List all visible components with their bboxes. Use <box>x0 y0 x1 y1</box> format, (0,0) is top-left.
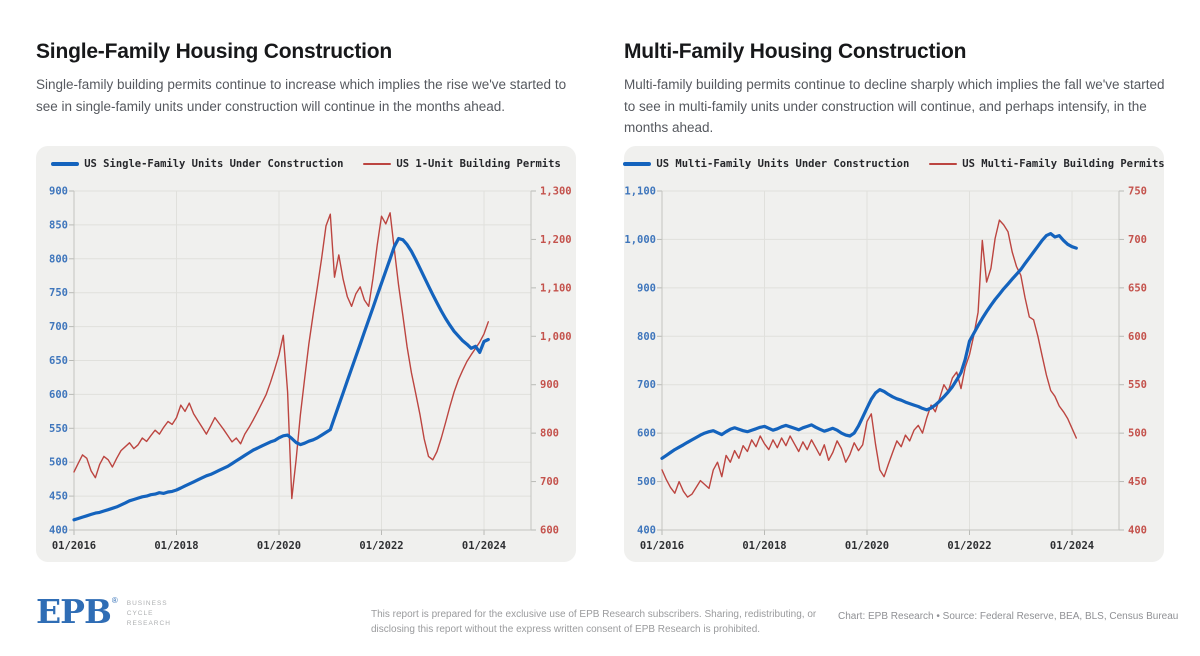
right-axis-tick-label: 550 <box>1128 379 1147 391</box>
right-axis-tick-label: 600 <box>1128 331 1147 343</box>
left-axis-tick-label: 750 <box>49 287 68 299</box>
left-axis-tick-label: 800 <box>49 253 68 265</box>
x-axis-tick-label: 01/2018 <box>742 540 786 552</box>
panel-subtitle: Single-family building permits continue … <box>36 77 567 114</box>
x-axis-tick-label: 01/2016 <box>52 540 96 552</box>
panel-subtitle: Multi-family building permits continue t… <box>624 77 1165 136</box>
single-family-chart-card: 01/2016 01/2018 01/2020 01/2022 01/2024 400 45… <box>36 146 576 562</box>
series-line <box>72 236 490 522</box>
left-axis-tick-label: 650 <box>49 355 68 367</box>
epb-logo: EPB® Business Cycle Research <box>36 595 171 628</box>
single-family-header: Single-Family Housing Construction Singl… <box>36 40 580 117</box>
x-axis-tick-label: 01/2016 <box>640 540 684 552</box>
logo-sub-line: Business <box>126 600 168 607</box>
left-axis-tick-label: 500 <box>637 476 656 488</box>
x-axis-tick-label: 01/2024 <box>1050 540 1094 552</box>
legend-label: US Single-Family Units Under Constructio… <box>84 158 344 170</box>
x-axis-tick-label: 01/2020 <box>257 540 301 552</box>
left-axis-tick-label: 900 <box>637 282 656 294</box>
epb-logo-subtext: Business Cycle Research <box>127 599 171 628</box>
legend-line-swatch-icon <box>51 162 80 166</box>
chart-legend: US Single-Family Units Under Constructio… <box>36 158 576 170</box>
legend-label: US 1-Unit Building Permits <box>396 158 561 170</box>
footer-disclaimer: This report is prepared for the exclusiv… <box>371 609 817 635</box>
left-axis-tick-label: 800 <box>637 331 656 343</box>
page-title: Single-Family Housing Construction <box>36 40 393 63</box>
left-axis-tick-label: 500 <box>49 457 68 469</box>
left-axis-tick-label: 600 <box>49 389 68 401</box>
legend-line-swatch-icon <box>363 163 392 165</box>
x-axis-tick-label: 01/2018 <box>154 540 198 552</box>
right-axis-tick-label: 650 <box>1128 282 1147 294</box>
x-axis-tick-label: 01/2022 <box>359 540 403 552</box>
right-axis-tick-label: 750 <box>1128 186 1147 198</box>
legend-item: US Multi-Family Units Under Construction <box>623 158 909 170</box>
right-axis-tick-label: 1,100 <box>540 282 572 294</box>
right-axis-tick-label: 800 <box>540 428 559 440</box>
legend-item: US Multi-Family Building Permits <box>929 158 1165 170</box>
single-family-line-chart: 01/2016 01/2018 01/2020 01/2022 01/2024 400 45… <box>49 186 572 553</box>
right-axis-tick-label: 1,200 <box>540 234 572 246</box>
multi-family-line-chart: 01/2016 01/2018 01/2020 01/2022 01/2024 400 50… <box>624 186 1147 553</box>
right-axis-tick-label: 900 <box>540 379 559 391</box>
multi-family-header: Multi-Family Housing Construction Multi-… <box>624 40 1168 139</box>
right-axis-tick-label: 600 <box>540 525 559 537</box>
footer-source-credit: Chart: EPB Research • Source: Federal Re… <box>838 611 1179 622</box>
left-axis-tick-label: 900 <box>49 186 68 198</box>
logo-sub-line: Research <box>126 619 171 627</box>
right-axis-tick-label: 700 <box>540 476 559 488</box>
right-axis-tick-label: 1,000 <box>540 331 572 343</box>
legend-item: US 1-Unit Building Permits <box>363 158 561 170</box>
right-axis-tick-label: 700 <box>1128 234 1147 246</box>
multi-family-chart-card: 01/2016 01/2018 01/2020 01/2022 01/2024 400 50… <box>623 146 1165 562</box>
chart-legend: US Multi-Family Units Under Construction… <box>623 158 1165 170</box>
series-line <box>661 219 1077 498</box>
right-axis-tick-label: 450 <box>1128 476 1147 488</box>
legend-item: US Single-Family Units Under Constructio… <box>51 158 343 170</box>
registered-mark-icon: ® <box>111 596 118 605</box>
left-axis-tick-label: 600 <box>637 428 656 440</box>
legend-label: US Multi-Family Units Under Construction <box>656 158 910 170</box>
left-axis-tick-label: 1,100 <box>624 186 656 198</box>
left-axis-tick-label: 1,000 <box>624 234 656 246</box>
left-axis-tick-label: 700 <box>637 379 656 391</box>
logo-sub-line: Cycle <box>126 609 154 617</box>
left-axis-tick-label: 550 <box>49 423 68 435</box>
x-axis-tick-label: 01/2020 <box>845 540 889 552</box>
legend-label: US Multi-Family Building Permits <box>962 158 1165 170</box>
right-axis-tick-label: 500 <box>1128 428 1147 440</box>
legend-line-swatch-icon <box>929 163 958 165</box>
left-axis-tick-label: 700 <box>49 321 68 333</box>
legend-line-swatch-icon <box>623 162 652 166</box>
left-axis-tick-label: 450 <box>49 491 68 503</box>
left-axis-tick-label: 850 <box>49 219 68 231</box>
left-axis-tick-label: 400 <box>49 525 68 537</box>
right-axis-tick-label: 1,300 <box>540 186 572 198</box>
x-axis-tick-label: 01/2022 <box>947 540 991 552</box>
right-axis-tick-label: 400 <box>1128 525 1147 537</box>
series-line <box>73 212 489 500</box>
left-axis-tick-label: 400 <box>637 525 656 537</box>
page-title: Multi-Family Housing Construction <box>624 40 967 63</box>
x-axis-tick-label: 01/2024 <box>462 540 506 552</box>
epb-logo-text: EPB <box>36 592 112 631</box>
series-line <box>660 231 1078 460</box>
